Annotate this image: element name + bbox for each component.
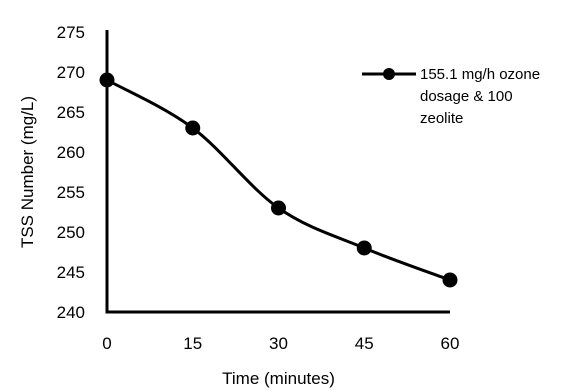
x-tick-label: 0 — [102, 334, 111, 353]
x-tick-label: 30 — [269, 334, 288, 353]
axes — [105, 30, 450, 314]
y-tick-label: 275 — [57, 23, 85, 42]
x-tick-labels: 0 15 30 45 60 — [102, 334, 459, 353]
legend-label: 155.1 mg/h ozone dosage & 100 zeolite — [420, 66, 540, 127]
y-tick-labels: 240 245 250 255 260 265 270 275 — [57, 23, 85, 322]
data-point-marker — [442, 272, 458, 288]
legend-marker-swatch — [383, 68, 395, 80]
legend: 155.1 mg/h ozone dosage & 100 zeolite — [362, 66, 540, 127]
y-tick-label: 250 — [57, 223, 85, 242]
data-point-marker — [356, 240, 372, 256]
data-point-marker — [271, 200, 286, 216]
plot-area — [99, 72, 458, 288]
y-tick-label: 255 — [57, 183, 85, 202]
y-tick-label: 245 — [57, 263, 85, 282]
series-line — [106, 78, 451, 282]
x-axis-title: Time (minutes) — [222, 369, 335, 388]
y-axis-title: TSS Number (mg/L) — [18, 96, 37, 248]
y-tick-label: 265 — [57, 103, 85, 122]
x-tick-label: 15 — [183, 334, 202, 353]
x-tick-label: 60 — [441, 334, 460, 353]
y-tick-label: 260 — [57, 143, 85, 162]
y-tick-label: 240 — [57, 303, 85, 322]
y-tick-label: 270 — [57, 63, 85, 82]
legend-label-line: zeolite — [420, 110, 463, 127]
legend-label-line: dosage & 100 — [420, 88, 513, 105]
data-point-marker — [185, 120, 201, 136]
legend-label-line: 155.1 mg/h ozone — [420, 66, 540, 83]
x-tick-label: 45 — [355, 334, 374, 353]
